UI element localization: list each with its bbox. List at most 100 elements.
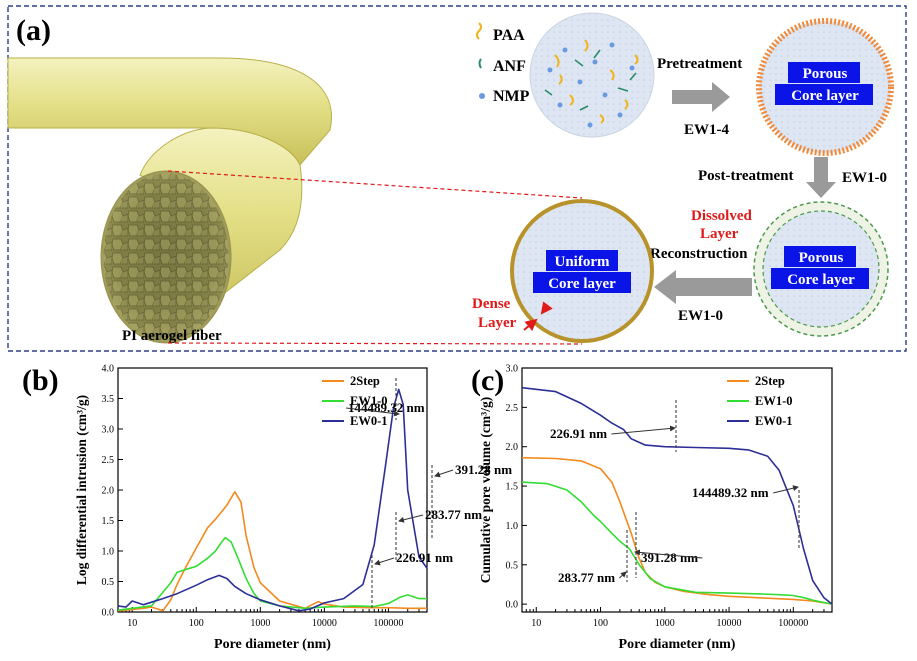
x-tick-label: 100000 [778,618,808,629]
annotation-arrow [398,514,424,523]
x-tick-label: 1000 [250,618,270,629]
annotation-label: 144489.32 nm [348,400,425,415]
nmp-symbol [479,93,485,99]
y-axis-label: Log differential intrusion (cm³/g) [74,395,89,585]
y-tick-label: 3.0 [506,364,519,375]
panel-a: (a) PI aerogel fiber PAA ANF NMP [7,5,907,352]
legend-entry: EW0-1 [755,414,793,428]
annotation-arrow [773,485,799,494]
legend-entry: EW1-0 [755,394,793,408]
uniform-line1: Uniform [555,254,610,270]
series-line-ew1-0 [521,481,833,605]
porous-1-line1: Porous [803,66,848,82]
annotation-arrow [611,425,676,435]
annotation-label: 283.77 nm [425,507,482,522]
y-tick-label: 3.0 [102,425,115,436]
y-tick-label: 2.5 [506,403,519,414]
step-ew10-bottom: EW1-0 [678,308,723,324]
x-tick-label: 100000 [373,618,403,629]
x-axis-label: Pore diameter (nm) [619,637,736,652]
projection-line-bottom [167,342,583,345]
annotation-arrow [345,407,400,417]
annotation-arrow [634,549,703,559]
x-tick-label: 100 [593,618,608,629]
reconstruction-arrow [654,270,752,304]
y-tick-label: 2.0 [506,442,519,453]
dense-line2: Layer [478,315,517,331]
step-posttreatment: Post-treatment [698,168,794,184]
y-tick-label: 1.5 [506,482,519,493]
annotation-arrow [374,557,395,566]
y-tick-label: 4.0 [102,364,115,375]
dissolved-line2: Layer [700,226,739,242]
panel-c-label: (c) [471,364,504,397]
legend-entry: 2Step [755,374,785,388]
x-tick-label: 10000 [312,618,337,629]
x-axis-label: Pore diameter (nm) [214,637,331,652]
dissolved-line1: Dissolved [691,208,753,224]
annotation-label: 144489.32 nm [692,485,769,500]
y-tick-label: 1.0 [102,547,115,558]
legend-nmp: NMP [493,88,530,105]
x-tick-label: 10 [531,618,541,629]
porous-circle-2: Porous Core layer [753,201,889,337]
porous-2-line2: Core layer [787,272,855,288]
annotation-label: 391.28 nm [455,462,512,477]
annotation-label: 391.28 nm [641,550,698,565]
x-tick-label: 10 [127,618,137,629]
porous-2-line1: Porous [799,250,844,266]
annotation-arrow [619,571,627,579]
annotation-label: 226.91 nm [396,550,453,565]
panel-a-label: (a) [16,14,51,47]
y-axis-label: Cumulative pore volume (cm³/g) [478,397,493,583]
chart-c: 10 100 1000 10000 100000 0.0 0.5 1.0 1.5 2.0 2.5 3.… [478,364,833,652]
x-tick-label: 10000 [717,618,742,629]
annotation-label: 283.77 nm [558,570,615,585]
y-tick-label: 2.0 [102,486,115,497]
y-tick-label: 1.5 [102,516,115,527]
fiber-illustration: PI aerogel fiber [7,57,332,344]
legend-paa: PAA [493,27,525,44]
step-ew10-right: EW1-0 [842,170,887,186]
dense-arrow-out [540,301,553,315]
y-tick-label: 0.0 [102,608,115,619]
dense-line1: Dense [472,296,511,312]
step-pretreatment: Pretreatment [657,56,742,72]
material-legend: PAA ANF NMP [476,22,530,105]
uniform-circle: Uniform Core layer [510,199,654,343]
step-ew14: EW1-4 [684,122,730,138]
series-line-ew0-1 [521,386,833,605]
step-reconstruction: Reconstruction [650,246,748,262]
solution-circle [529,12,655,138]
annotation-label: 226.91 nm [550,426,607,441]
panel-b-label: (b) [22,364,59,397]
panel-c: (c) 10 100 1000 10000 100000 0.0 0.5 1.0 1.5 2.0 2… [471,364,833,652]
y-tick-label: 0.5 [506,560,519,571]
series-line-2step [117,490,427,612]
legend-entry: EW0-1 [350,414,388,428]
y-tick-label: 1.0 [506,521,519,532]
y-tick-label: 0.5 [102,577,115,588]
panel-b: (b) 10 100 1000 10000 100000 0.0 0.5 1.0 1.5 2.0 2… [22,364,512,653]
y-tick-label: 0.0 [506,600,519,611]
x-tick-label: 1000 [655,618,675,629]
plot-frame [521,367,833,613]
annotation-arrow [434,469,454,478]
legend-entry: EW1-0 [350,394,388,408]
uniform-line2: Core layer [548,276,616,292]
series-line-ew1-0 [117,536,427,611]
porous-circle-1: Porous Core layer [756,18,894,156]
projection-line-top [167,170,583,199]
fiber-label: PI aerogel fiber [122,328,222,344]
chart-b: 10 100 1000 10000 100000 0.0 0.5 1.0 1.5 2.0 2.5 3.… [74,364,512,653]
posttreatment-arrow [806,157,836,198]
anf-symbol [478,58,482,69]
y-tick-label: 3.5 [102,394,115,405]
paa-symbol [476,22,482,40]
dense-arrow-in [523,318,538,332]
y-tick-label: 2.5 [102,455,115,466]
legend-entry: 2Step [350,374,380,388]
panel-a-border [7,5,907,352]
porous-1-line2: Core layer [791,88,859,104]
